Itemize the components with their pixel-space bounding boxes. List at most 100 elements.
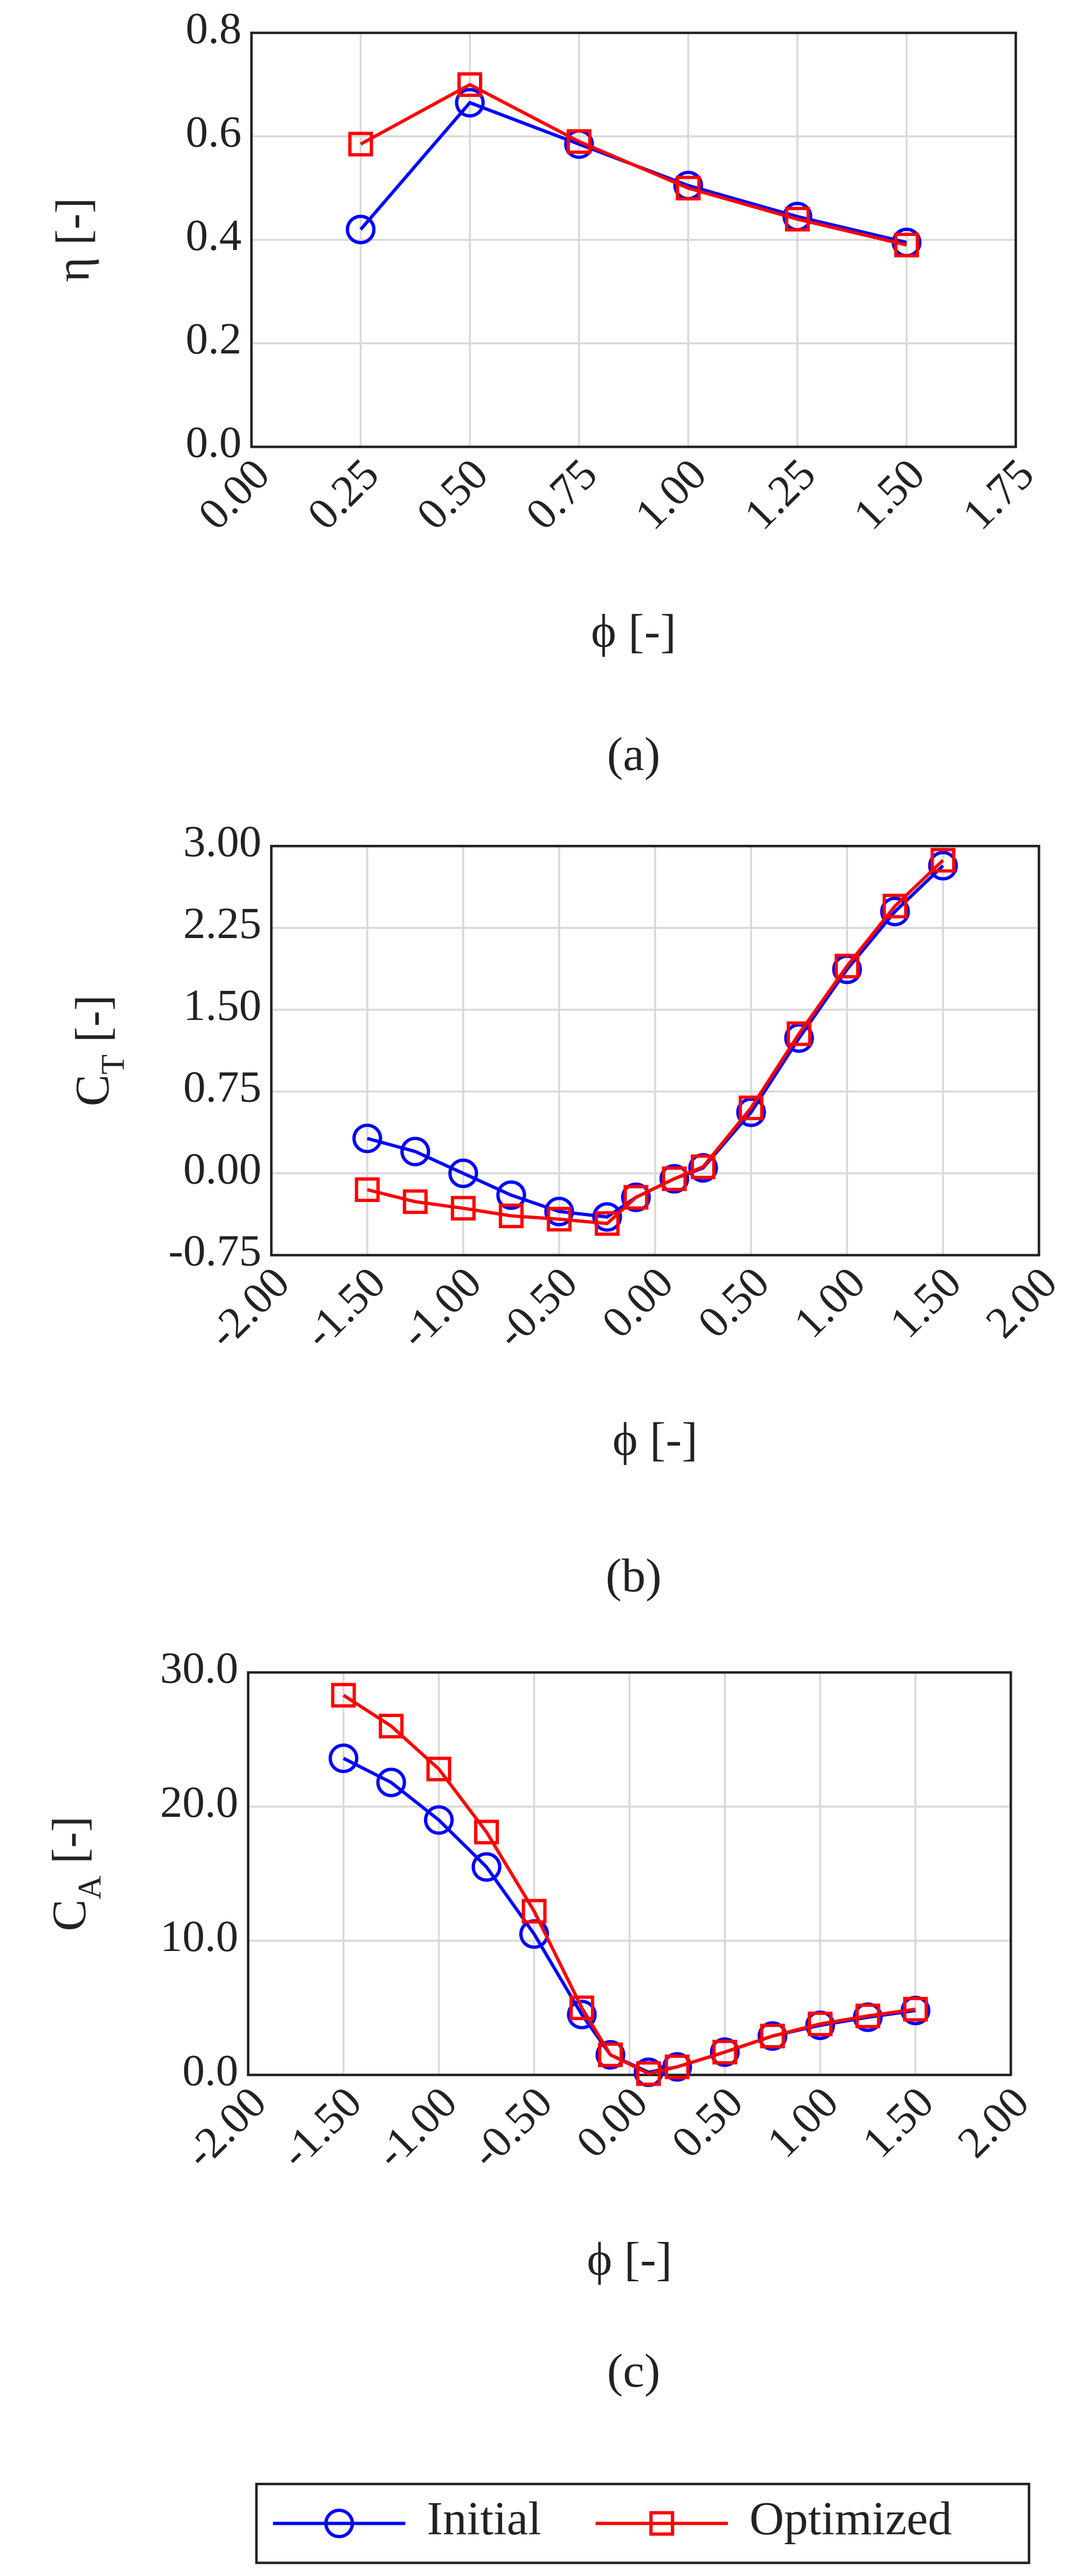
x-tick-label: 1.00	[625, 449, 715, 539]
marker	[835, 954, 860, 978]
x-tick-label: 0.00	[592, 1257, 683, 1347]
y-tick-label: 0.8	[186, 3, 242, 53]
marker	[808, 2011, 833, 2037]
marker	[448, 1158, 478, 1189]
x-tick-label: -1.50	[270, 2077, 371, 2177]
y-tick-label: 0.2	[186, 314, 242, 363]
marker	[880, 897, 910, 927]
x-tick-label: 0.00	[566, 2077, 657, 2167]
marker	[471, 1852, 502, 1882]
marker	[736, 1097, 766, 1127]
marker	[787, 1021, 812, 1046]
x-tick-label: 0.75	[516, 449, 607, 539]
marker	[710, 2037, 740, 2067]
y-label-base: η [-]	[46, 198, 99, 282]
marker	[894, 232, 919, 258]
marker	[903, 1997, 928, 2022]
marker	[712, 2039, 738, 2065]
marker	[450, 1196, 476, 1221]
marker	[662, 2052, 692, 2082]
y-tick-label: 20.0	[160, 1777, 238, 1827]
y-tick-label: 0.4	[186, 210, 242, 260]
marker	[567, 1999, 597, 2030]
marker	[623, 1185, 649, 1210]
legend-label: Initial	[427, 2492, 541, 2545]
caption: (c)	[607, 2345, 661, 2398]
y-label-rest: [-]	[43, 1816, 96, 1876]
marker	[636, 2061, 661, 2086]
marker	[324, 2508, 355, 2538]
y-tick-label: 3.00	[183, 816, 261, 866]
plot-frame	[247, 1671, 1012, 2077]
marker	[474, 1820, 499, 1845]
marker	[594, 1211, 620, 1236]
marker	[400, 1136, 430, 1167]
marker	[659, 1164, 690, 1194]
marker	[928, 851, 958, 881]
marker	[662, 1166, 687, 1191]
marker	[566, 129, 592, 154]
y-tick-label: 0.75	[183, 1062, 261, 1112]
marker	[621, 1182, 651, 1212]
x-axis-label: ϕ [-]	[587, 2233, 672, 2286]
marker	[423, 1805, 454, 1835]
marker	[348, 131, 373, 157]
marker	[352, 1123, 383, 1154]
x-tick-label: -1.50	[294, 1257, 394, 1357]
y-tick-label: 30.0	[160, 1643, 238, 1692]
marker	[455, 88, 485, 118]
marker	[376, 1767, 406, 1797]
marker	[355, 1177, 380, 1202]
marker	[522, 1899, 547, 1924]
marker	[498, 1203, 524, 1228]
marker	[546, 1206, 572, 1232]
y-tick-label: 1.50	[183, 980, 261, 1030]
x-tick-label: 1.50	[852, 2077, 943, 2167]
marker	[595, 2040, 626, 2070]
plot-frame	[270, 845, 1040, 1256]
y-label-subscript: T	[94, 1054, 131, 1074]
marker	[855, 2003, 880, 2029]
x-tick-label: 2.00	[976, 1257, 1066, 1347]
y-tick-label: 2.25	[183, 898, 261, 948]
marker	[664, 2054, 690, 2079]
series-line	[359, 82, 907, 247]
series-line	[359, 101, 907, 244]
x-tick-label: 0.25	[297, 449, 388, 539]
y-tick-label: 10.0	[160, 1911, 238, 1961]
marker	[760, 2023, 785, 2049]
marker	[676, 176, 701, 200]
marker	[739, 1095, 764, 1121]
x-tick-label: 2.00	[948, 2077, 1038, 2167]
caption: (b)	[606, 1550, 662, 1602]
plot-frame	[250, 31, 1017, 448]
y-tick-label: -0.75	[168, 1226, 261, 1275]
y-tick-label: 0.6	[186, 107, 242, 156]
marker	[426, 1756, 451, 1782]
x-tick-label: 1.00	[757, 2077, 847, 2167]
marker	[691, 1154, 716, 1179]
y-tick-label: 0.00	[183, 1144, 261, 1193]
x-tick-label: 1.75	[953, 449, 1043, 539]
marker	[496, 1180, 526, 1210]
y-label-base: C	[66, 1074, 119, 1106]
marker	[597, 2042, 623, 2067]
x-tick-label: -0.50	[461, 2077, 561, 2177]
x-tick-label: 1.00	[784, 1257, 874, 1347]
marker	[592, 1202, 622, 1232]
marker	[785, 206, 810, 232]
x-tick-label: 0.50	[662, 2077, 752, 2167]
x-axis-label: ϕ [-]	[613, 1413, 698, 1466]
x-tick-label: -0.50	[485, 1257, 586, 1357]
x-tick-label: 1.25	[734, 449, 825, 539]
marker	[784, 1023, 814, 1053]
x-tick-label: 1.50	[880, 1257, 970, 1347]
x-tick-label: 0.50	[407, 449, 497, 539]
marker	[930, 848, 956, 873]
y-axis-label: η [-]	[46, 198, 99, 282]
marker	[402, 1189, 428, 1214]
y-label-rest: [-]	[66, 995, 119, 1054]
y-label-base: C	[43, 1899, 96, 1931]
y-axis-label: CA [-]	[43, 1816, 108, 1931]
